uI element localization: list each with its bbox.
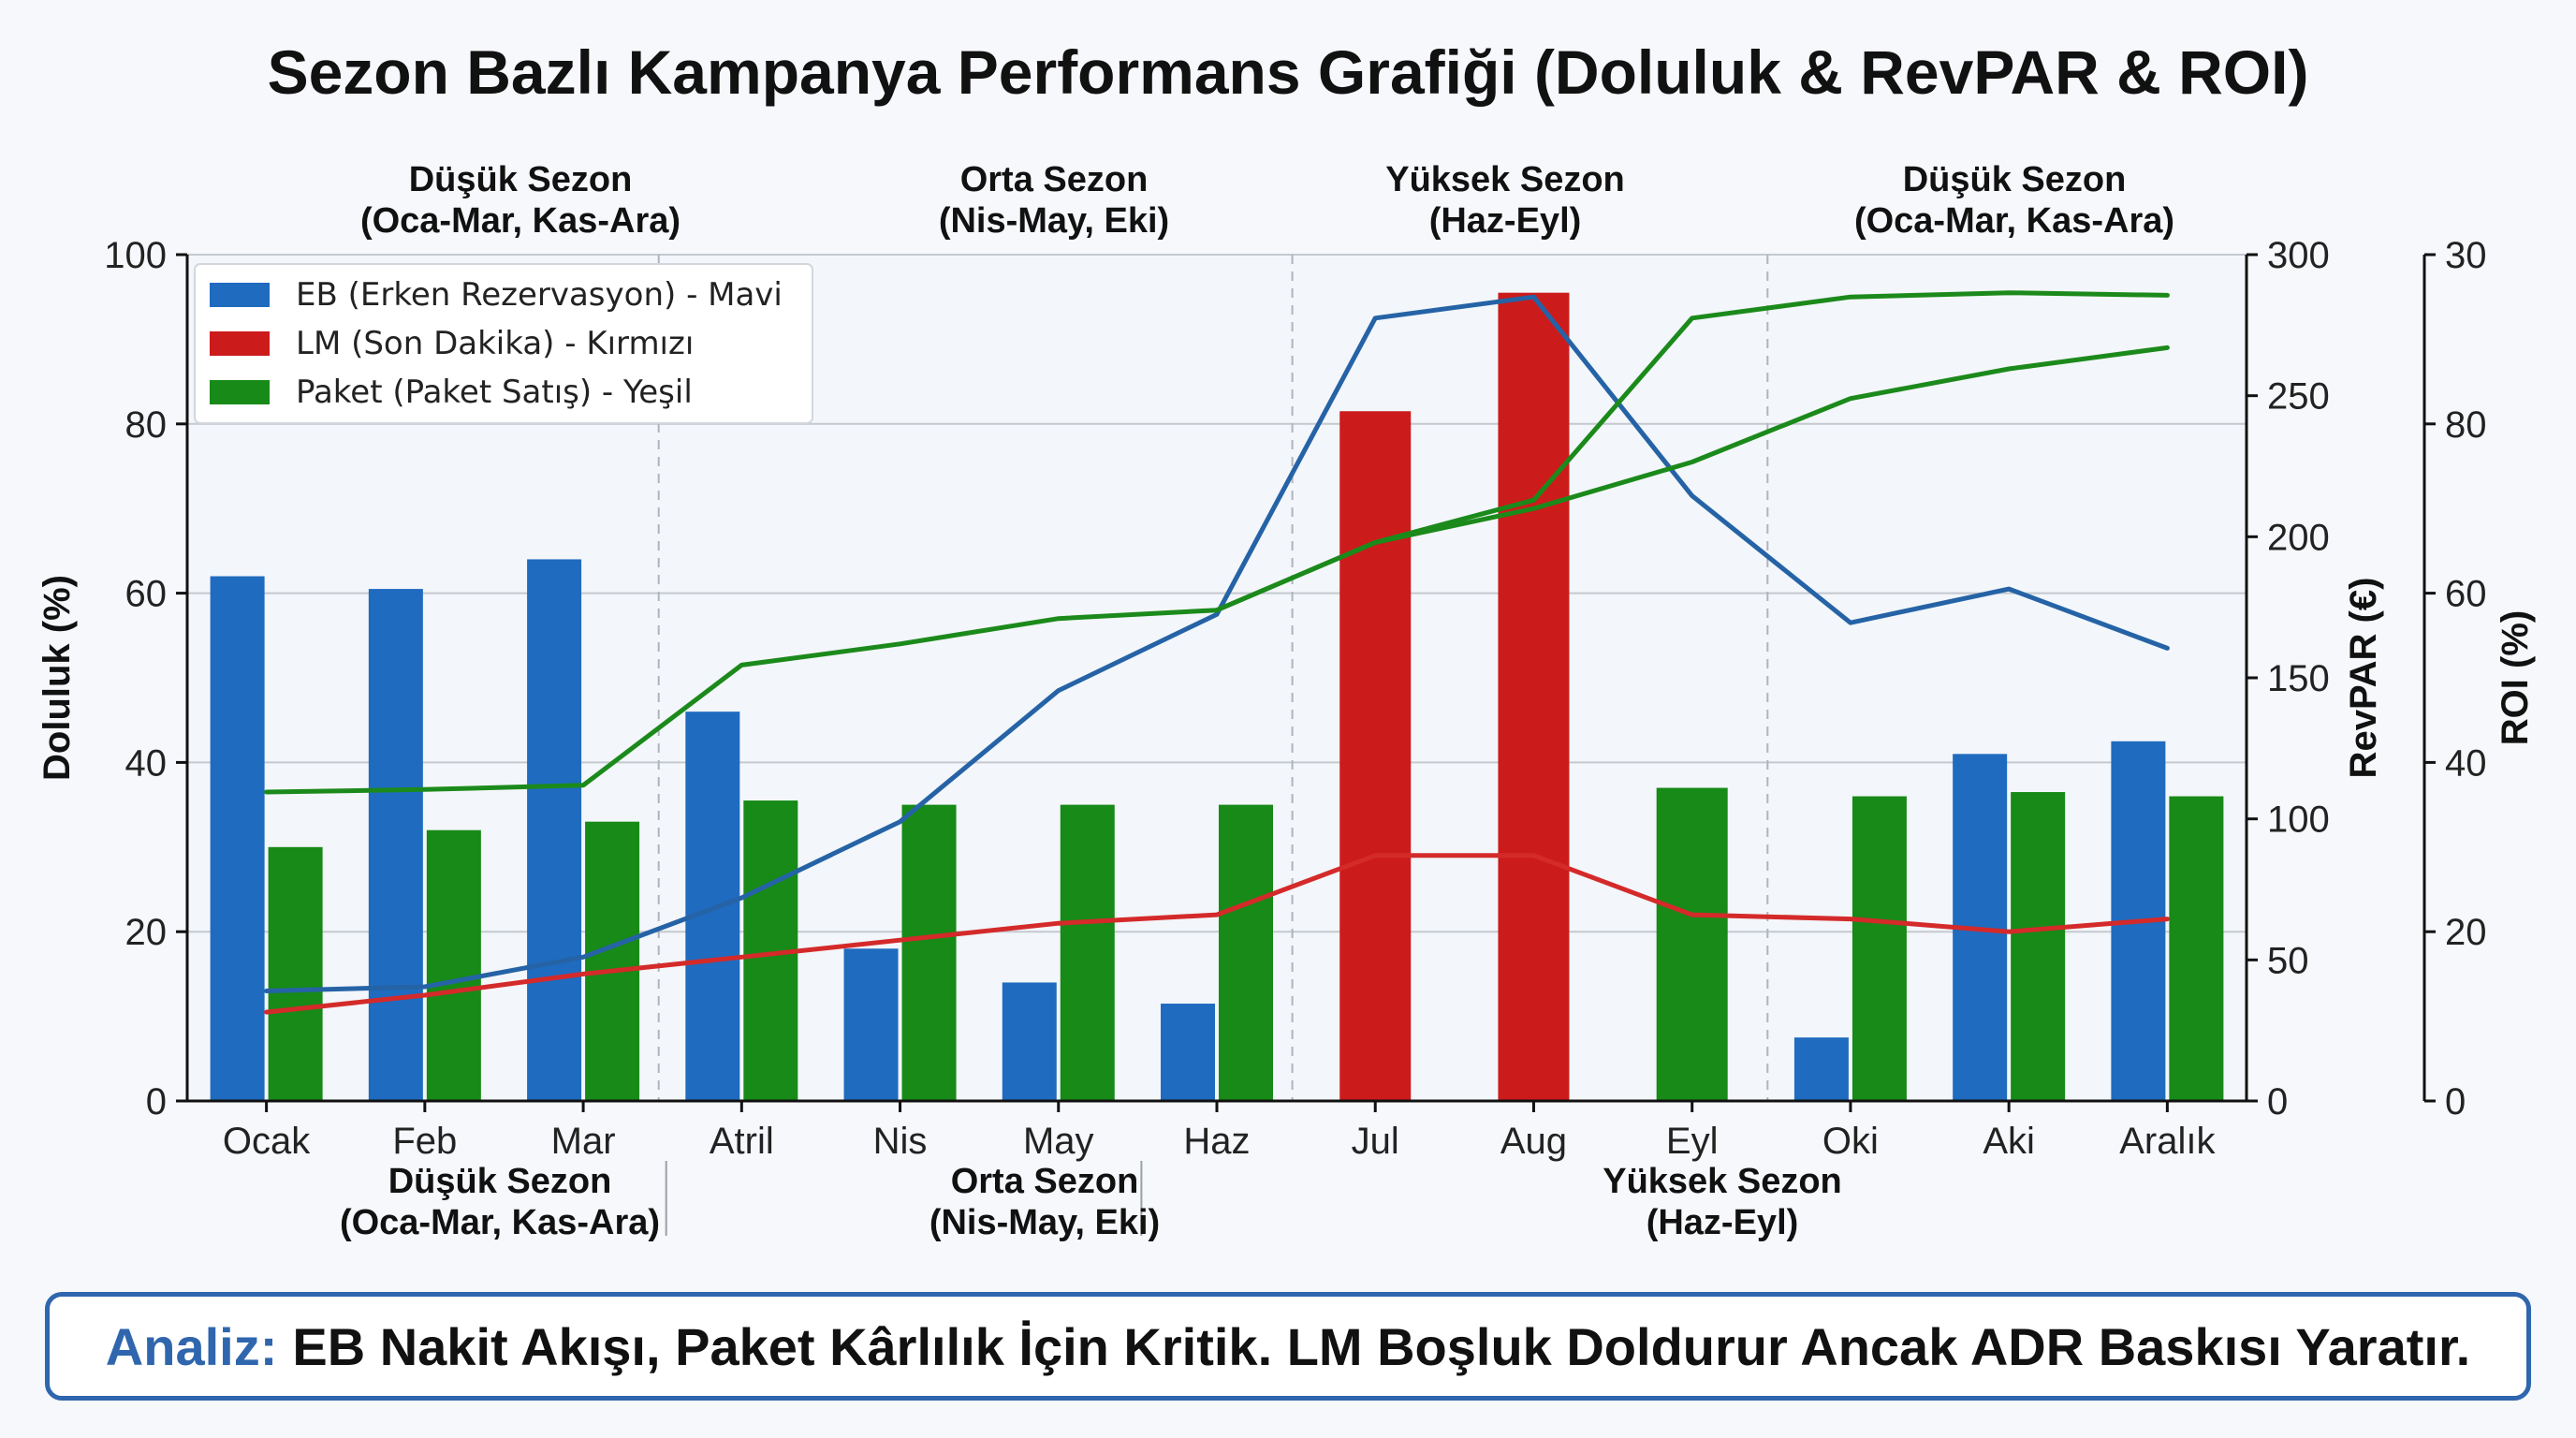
bar-paket (2011, 792, 2066, 1101)
y-axis-label: Doluluk (%) (37, 575, 78, 781)
top-season-name: Orta Sezon (960, 160, 1149, 199)
y3-tick-label: 20 (2445, 912, 2487, 953)
line-series-3 (1214, 345, 2170, 613)
top-season-name: Yüksek Sezon (1385, 160, 1625, 199)
bar-eb (210, 576, 265, 1101)
bar-eb (1002, 982, 1057, 1101)
bar-paket (426, 829, 481, 1101)
y-tick-label: 100 (104, 235, 167, 276)
x-tick-label: Feb (392, 1121, 457, 1162)
bottom-season-months: (Haz-Eyl) (1647, 1203, 1799, 1242)
y3-tick-label: 40 (2445, 742, 2487, 784)
bottom-season-name: Orta Sezon (951, 1162, 1139, 1201)
y2-tick-label: 300 (2267, 235, 2330, 276)
legend-label: Paket (Paket Satış) - Yeşil (296, 374, 693, 411)
y-tick-label: 60 (125, 574, 168, 615)
legend-label: EB (Erken Rezervasyon) - Mavi (296, 276, 783, 314)
legend-swatch (210, 283, 270, 307)
bottom-season-name: Yüksek Sezon (1603, 1162, 1842, 1201)
x-tick-label: Mar (551, 1121, 616, 1162)
legend-label: LM (Son Dakika) - Kırmızı (296, 325, 694, 362)
x-tick-label: Haz (1183, 1121, 1250, 1162)
x-tick-label: Aralık (2119, 1121, 2216, 1162)
bar-eb (1793, 1037, 1849, 1101)
bottom-season-months: (Oca-Mar, Kas-Ara) (340, 1203, 660, 1242)
bar-paket (268, 846, 323, 1101)
x-tick-label: Aug (1500, 1121, 1567, 1162)
top-season-months: (Oca-Mar, Kas-Ara) (1854, 201, 2174, 241)
y-tick-label: 0 (146, 1081, 167, 1123)
y2-tick-label: 250 (2267, 376, 2330, 418)
y2-tick-label: 150 (2267, 658, 2330, 699)
analysis-box: Analiz: EB Nakit Akışı, Paket Kârlılık İ… (45, 1292, 2531, 1401)
legend-box (194, 263, 813, 424)
y-tick-label: 40 (125, 742, 168, 784)
chart-title: Sezon Bazlı Kampanya Performans Grafiği … (268, 37, 2309, 107)
analysis-label: Analiz: (105, 1316, 278, 1376)
y2-axis-label: RevPAR (€) (2343, 578, 2384, 779)
bar-eb (1161, 1004, 1215, 1101)
x-tick-label: Aki (1983, 1121, 2035, 1162)
top-season-name: Düşük Sezon (409, 160, 633, 199)
line-series-0 (264, 294, 2170, 993)
season-labels: Düşük Sezon(Oca-Mar, Kas-Ara)Orta Sezon(… (340, 160, 2174, 1242)
y3-tick-label: 60 (2445, 574, 2487, 615)
y-tick-label: 80 (125, 404, 168, 446)
y3-tick-label: 80 (2445, 404, 2487, 446)
bar-eb (368, 589, 423, 1101)
bar-paket (1852, 796, 1907, 1101)
x-tick-label: Ocak (223, 1121, 311, 1162)
bottom-season-months: (Nis-May, Eki) (929, 1203, 1160, 1242)
top-season-months: (Haz-Eyl) (1429, 201, 1582, 241)
bar-paket (1060, 804, 1115, 1101)
bar-paket (1219, 804, 1273, 1101)
x-tick-label: Nis (873, 1121, 928, 1162)
legend-swatch (210, 331, 270, 356)
y3-tick-label: 0 (2445, 1081, 2466, 1123)
line-series-1 (264, 853, 2170, 1015)
legend-swatch (210, 380, 270, 404)
bar-paket (1656, 787, 1728, 1101)
bar-paket (585, 821, 640, 1101)
x-tick-label: May (1023, 1121, 1094, 1162)
bar-paket (2169, 796, 2224, 1101)
axes: 0 20 40 60 80 100 0 50 100 150 200 250 300 0 20 40 60 80 3… (37, 235, 2536, 1162)
bar-lm (1339, 411, 1412, 1101)
top-season-months: (Nis-May, Eki) (939, 201, 1169, 241)
y3-axis-label: ROI (%) (2495, 610, 2536, 745)
x-tick-label: Oki (1822, 1121, 1879, 1162)
y2-tick-label: 200 (2267, 517, 2330, 558)
lines (264, 290, 2170, 1015)
top-season-months: (Oca-Mar, Kas-Ara) (360, 201, 681, 241)
bar-lm (1498, 292, 1570, 1101)
y-tick-label: 20 (125, 912, 168, 953)
top-season-name: Düşük Sezon (1903, 160, 2127, 199)
bar-eb (843, 948, 899, 1101)
bars (210, 292, 2224, 1101)
legend: EB (Erken Rezervasyon) - Mavi LM (Son Dak… (194, 263, 813, 424)
x-tick-label: Atril (710, 1121, 774, 1162)
x-tick-label: Jul (1352, 1121, 1399, 1162)
bar-paket (901, 804, 957, 1101)
x-tick-label: Eyl (1666, 1121, 1719, 1162)
analysis-text: EB Nakit Akışı, Paket Kârlılık İçin Krit… (292, 1316, 2471, 1376)
y2-tick-label: 100 (2267, 800, 2330, 841)
bar-eb (527, 559, 582, 1101)
bottom-season-name: Düşük Sezon (388, 1162, 612, 1201)
y2-tick-label: 0 (2267, 1081, 2288, 1123)
y2-tick-label: 50 (2267, 940, 2309, 981)
y3-tick-label: 30 (2445, 235, 2487, 276)
